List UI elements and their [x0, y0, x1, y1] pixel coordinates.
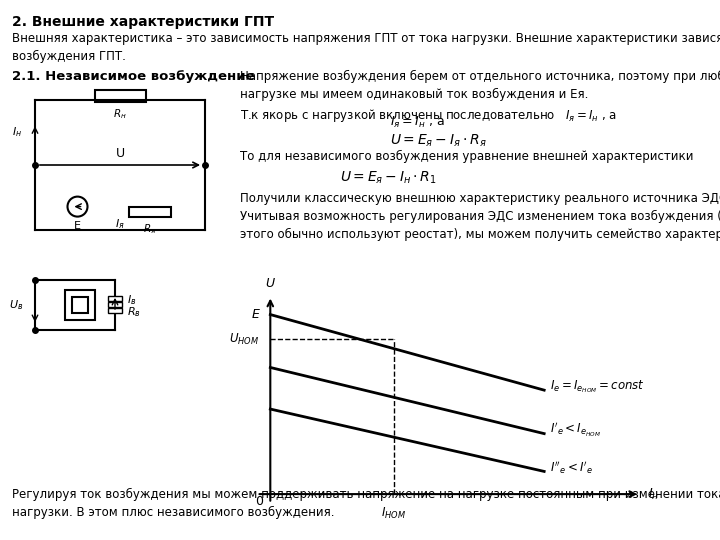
Text: $U_{НОМ}$: $U_{НОМ}$: [229, 332, 259, 347]
Circle shape: [68, 197, 88, 217]
Bar: [108, 302, 122, 307]
Text: Внешняя характеристика – это зависимость напряжения ГПТ от тока нагрузки. Внешни: Внешняя характеристика – это зависимость…: [12, 32, 720, 63]
Text: U: U: [115, 147, 125, 160]
Text: $U_в$: $U_в$: [9, 298, 23, 312]
Text: 0: 0: [256, 495, 264, 508]
Bar: [108, 296, 122, 301]
Text: $I_н$: $I_н$: [648, 487, 660, 502]
Text: $I_e = I_{e_{НОМ}} = const$: $I_e = I_{e_{НОМ}} = const$: [549, 378, 644, 395]
Text: $I_в$: $I_в$: [127, 293, 136, 307]
Bar: [108, 308, 122, 313]
Text: $I_{НОМ}$: $I_{НОМ}$: [381, 505, 406, 521]
Text: $R_я$: $R_я$: [143, 222, 156, 236]
Text: Получили классическую внешнюю характеристику реального источника ЭДС.
Учитывая в: Получили классическую внешнюю характерис…: [240, 192, 720, 241]
Text: $U = E_я - I_н \cdot R_1$: $U = E_я - I_н \cdot R_1$: [340, 170, 437, 186]
Text: 2.1. Независимое возбуждение: 2.1. Независимое возбуждение: [12, 70, 255, 83]
Bar: [72, 297, 88, 313]
Text: 2. Внешние характеристики ГПТ: 2. Внешние характеристики ГПТ: [12, 15, 274, 29]
Text: $I''_e < I'_e$: $I''_e < I'_e$: [549, 460, 593, 476]
Text: $R_в$: $R_в$: [127, 305, 141, 319]
Text: $U = E_я - I_я \cdot R_я$: $U = E_я - I_я \cdot R_я$: [390, 133, 487, 150]
Text: $I_н$: $I_н$: [12, 126, 22, 139]
Text: Напряжение возбуждения берем от отдельного источника, поэтому при любой
нагрузке: Напряжение возбуждения берем от отдельно…: [240, 70, 720, 124]
Text: E: E: [74, 221, 81, 231]
Text: То для независимого возбуждения уравнение внешней характеристики: То для независимого возбуждения уравнени…: [240, 150, 693, 163]
Bar: [128, 207, 171, 217]
Text: Регулируя ток возбуждения мы можем поддерживать напряжение на нагрузке постоянны: Регулируя ток возбуждения мы можем подде…: [12, 488, 720, 519]
Text: $I_я$: $I_я$: [115, 217, 125, 231]
Bar: [94, 90, 145, 102]
Text: U: U: [266, 277, 275, 290]
Bar: [65, 290, 95, 320]
Text: $I_я = I_н$ , а: $I_я = I_н$ , а: [390, 115, 445, 130]
Text: E: E: [251, 308, 259, 321]
Text: $R_н$: $R_н$: [113, 107, 127, 121]
Text: $I'_e < I_{e_{НОМ}}$: $I'_e < I_{e_{НОМ}}$: [549, 421, 600, 439]
